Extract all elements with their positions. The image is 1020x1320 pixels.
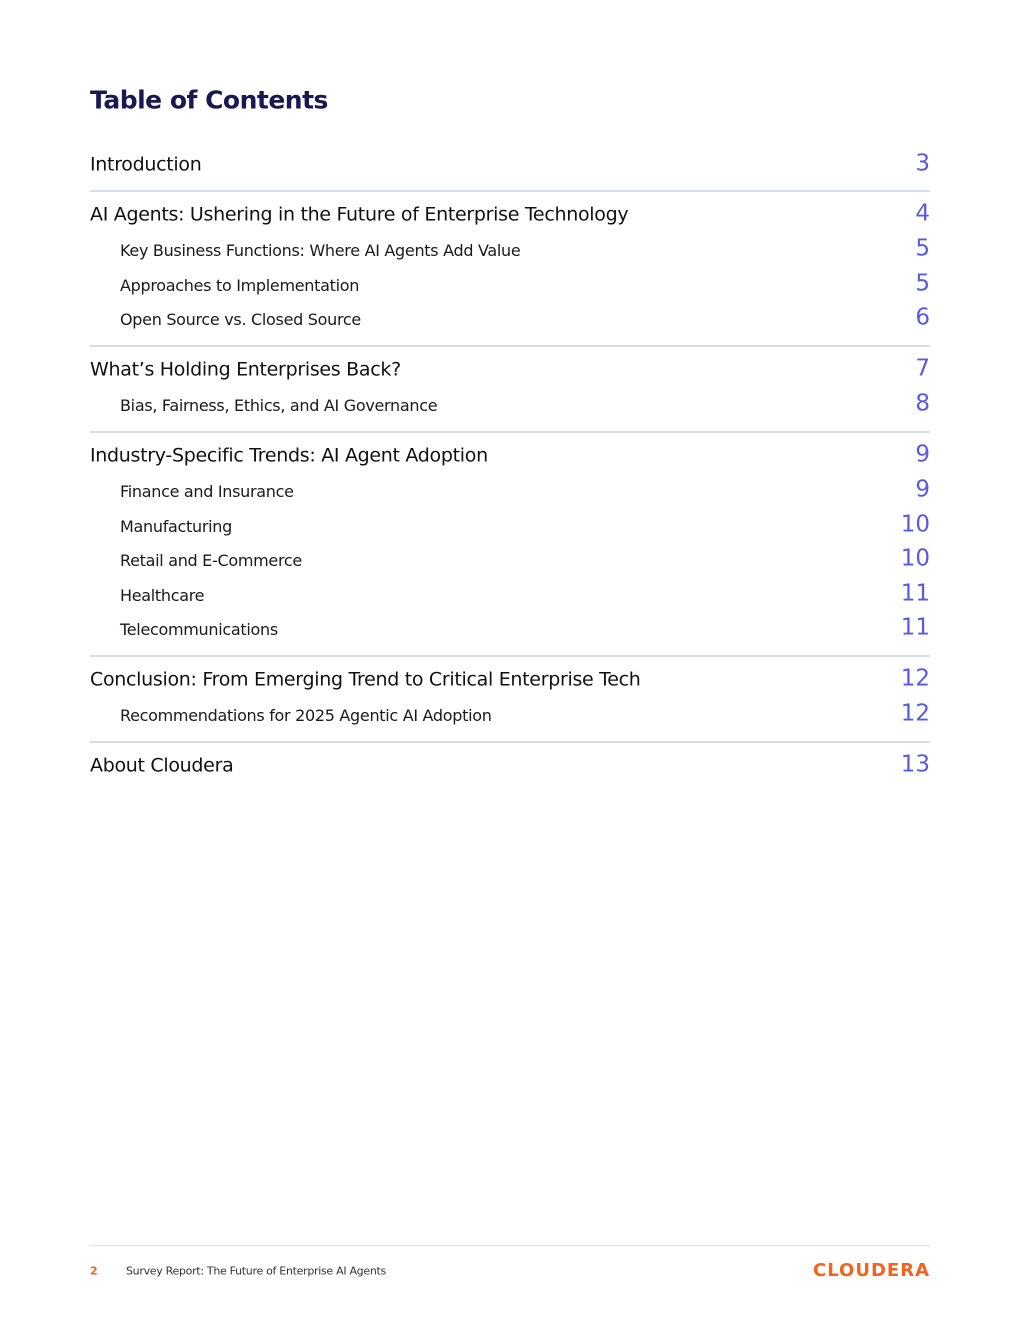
subsection-page: 5 (915, 270, 930, 296)
subsection-title: Healthcare (120, 585, 205, 605)
subsection-page: 11 (900, 580, 930, 606)
section-divider (90, 431, 930, 433)
subsection-title: Key Business Functions: Where AI Agents … (120, 241, 521, 260)
section-page: 4 (915, 200, 930, 227)
subsection-title: Telecommunications (120, 620, 278, 639)
section-title: What’s Holding Enterprises Back? (90, 358, 401, 381)
section-title: Introduction (90, 153, 202, 176)
subsection-title: Retail and E-Commerce (120, 551, 302, 570)
subsection-page: 10 (900, 511, 930, 537)
section-page: 9 (915, 441, 930, 468)
footer-rule (90, 1245, 930, 1246)
subsection-title: Approaches to Implementation (120, 275, 360, 295)
subsection-page: 5 (915, 235, 930, 262)
section-title: AI Agents: Ushering in the Future of Ent… (90, 203, 629, 226)
subsection-page: 8 (915, 390, 930, 417)
subsection-page: 10 (900, 545, 930, 572)
section-page: 13 (900, 751, 930, 778)
section-page: 12 (900, 665, 930, 692)
subsection-title: Bias, Fairness, Ethics, and AI Governanc… (120, 396, 438, 415)
section-divider (90, 741, 930, 743)
subsection-page: 6 (915, 304, 930, 331)
section-page: 7 (915, 355, 930, 382)
section-title: Conclusion: From Emerging Trend to Criti… (90, 668, 641, 691)
toc-title: Table of Contents (90, 85, 328, 115)
section-divider (90, 655, 930, 657)
subsection-page: 11 (900, 614, 930, 641)
section-page: 3 (915, 150, 930, 177)
section-title: About Cloudera (90, 754, 234, 777)
footer-text: Survey Report: The Future of Enterprise … (126, 1264, 386, 1278)
footer-page-number: 2 (90, 1264, 98, 1278)
section-title: Industry-Specific Trends: AI Agent Adopt… (90, 444, 488, 467)
section-divider (90, 345, 930, 347)
subsection-title: Manufacturing (120, 516, 232, 536)
subsection-page: 9 (915, 476, 930, 503)
logo: CLOUDERA (813, 1260, 930, 1281)
subsection-title: Finance and Insurance (120, 482, 294, 501)
section-divider (90, 190, 930, 192)
subsection-title: Recommendations for 2025 Agentic AI Adop… (120, 706, 492, 725)
subsection-page: 12 (900, 700, 930, 727)
subsection-title: Open Source vs. Closed Source (120, 310, 361, 329)
